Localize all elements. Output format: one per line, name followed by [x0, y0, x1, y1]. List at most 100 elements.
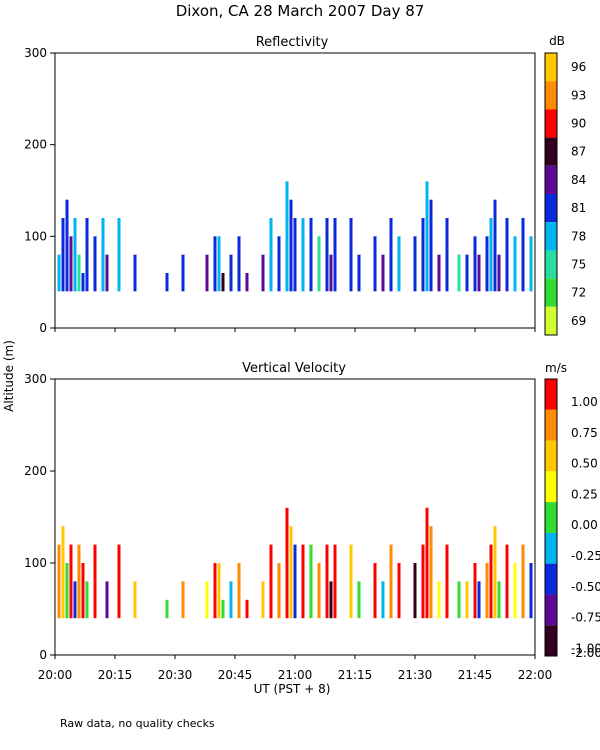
data-column [497, 254, 501, 292]
colorbar-swatch [545, 194, 557, 223]
data-column [473, 236, 477, 292]
data-column [289, 526, 293, 619]
data-column [381, 254, 385, 292]
x-tick-label: 20:00 [38, 668, 73, 682]
colorbar-label: 0.75 [571, 426, 598, 440]
data-column [73, 581, 77, 619]
data-column [429, 526, 433, 619]
colorbar-swatch [545, 625, 557, 656]
data-column [57, 254, 61, 292]
data-column [485, 563, 489, 619]
data-column [489, 218, 493, 292]
y-tick-label: 200 [24, 138, 47, 152]
colorbar-label: 90 [571, 117, 586, 131]
data-column [77, 544, 81, 619]
data-column [349, 218, 353, 292]
colorbar-label: 87 [571, 145, 586, 159]
data-column [77, 254, 81, 292]
data-column [277, 563, 281, 619]
colorbar-swatch [545, 278, 557, 307]
data-column [317, 563, 321, 619]
data-column [69, 544, 73, 619]
velocity-x-ticks [54, 655, 536, 659]
colorbar-swatch [545, 532, 557, 564]
data-column [285, 181, 289, 292]
data-column [505, 218, 509, 292]
data-column [489, 544, 493, 619]
data-column [81, 273, 85, 292]
colorbar-swatch [545, 306, 557, 335]
data-column [261, 254, 265, 292]
data-column [333, 544, 337, 619]
data-column [429, 199, 433, 292]
data-column [181, 581, 185, 619]
data-column [493, 526, 497, 619]
data-column [465, 581, 469, 619]
data-column [309, 544, 313, 619]
data-column [329, 254, 333, 292]
data-column [457, 581, 461, 619]
y-tick-label: 100 [24, 229, 47, 243]
data-column [413, 563, 417, 619]
data-column [329, 581, 333, 619]
colorbar-label: -1.00 [571, 641, 600, 655]
data-column [301, 218, 305, 292]
colorbar-swatch [545, 53, 557, 82]
data-column [217, 563, 221, 619]
colorbar-label: -0.75 [571, 611, 600, 625]
data-column [61, 218, 65, 292]
data-column [325, 544, 329, 619]
data-column [513, 563, 517, 619]
data-column [477, 581, 481, 619]
data-column [437, 254, 441, 292]
colorbar-label: 1.00 [571, 395, 598, 409]
data-column [221, 273, 225, 292]
colorbar-swatch [545, 109, 557, 138]
reflectivity-colorbar: 96 93 90 87 84 81 78 75 72 69 [544, 52, 586, 336]
data-column [277, 236, 281, 292]
data-column [101, 218, 105, 292]
data-column [93, 544, 97, 619]
data-column [57, 544, 61, 619]
colorbar-label: 96 [571, 60, 586, 74]
data-column [457, 254, 461, 292]
reflectivity-y-axis: 0 100 200 300 [24, 46, 55, 335]
data-column [245, 599, 249, 619]
x-axis-tick-labels: 20:00 20:15 20:30 20:45 21:00 21:15 21:30 21:45… [38, 668, 553, 682]
velocity-y-axis: 0 100 200 300 [24, 372, 55, 662]
data-column [213, 563, 217, 619]
x-axis-label: UT (PST + 8) [254, 682, 331, 696]
figure-title: Dixon, CA 28 March 2007 Day 87 [176, 2, 425, 20]
data-column [285, 507, 289, 619]
data-column [229, 581, 233, 619]
colorbar-swatch [545, 165, 557, 194]
reflectivity-x-ticks [54, 328, 536, 332]
footnote: Raw data, no quality checks [60, 717, 215, 730]
data-column [229, 254, 233, 292]
y-axis-label: Altitude (m) [2, 340, 16, 412]
y-tick-label: 0 [39, 321, 47, 335]
data-column [445, 544, 449, 619]
data-column [117, 218, 121, 292]
data-column [505, 544, 509, 619]
data-column [389, 544, 393, 619]
colorbar-swatch [545, 81, 557, 110]
data-column [293, 218, 297, 292]
data-column [61, 526, 65, 619]
data-column [165, 273, 169, 292]
x-tick-label: 21:45 [458, 668, 493, 682]
data-column [437, 581, 441, 619]
data-column [325, 218, 329, 292]
colorbar-label: -0.50 [571, 580, 600, 594]
data-column [421, 544, 425, 619]
x-tick-label: 20:15 [98, 668, 133, 682]
y-tick-label: 0 [39, 648, 47, 662]
data-column [473, 563, 477, 619]
reflectivity-panel-title: Reflectivity [256, 35, 329, 50]
data-column [529, 236, 533, 292]
data-column [497, 581, 501, 619]
data-column [221, 599, 225, 619]
colorbar-label: -0.25 [571, 549, 600, 563]
colorbar-swatch [545, 409, 557, 441]
